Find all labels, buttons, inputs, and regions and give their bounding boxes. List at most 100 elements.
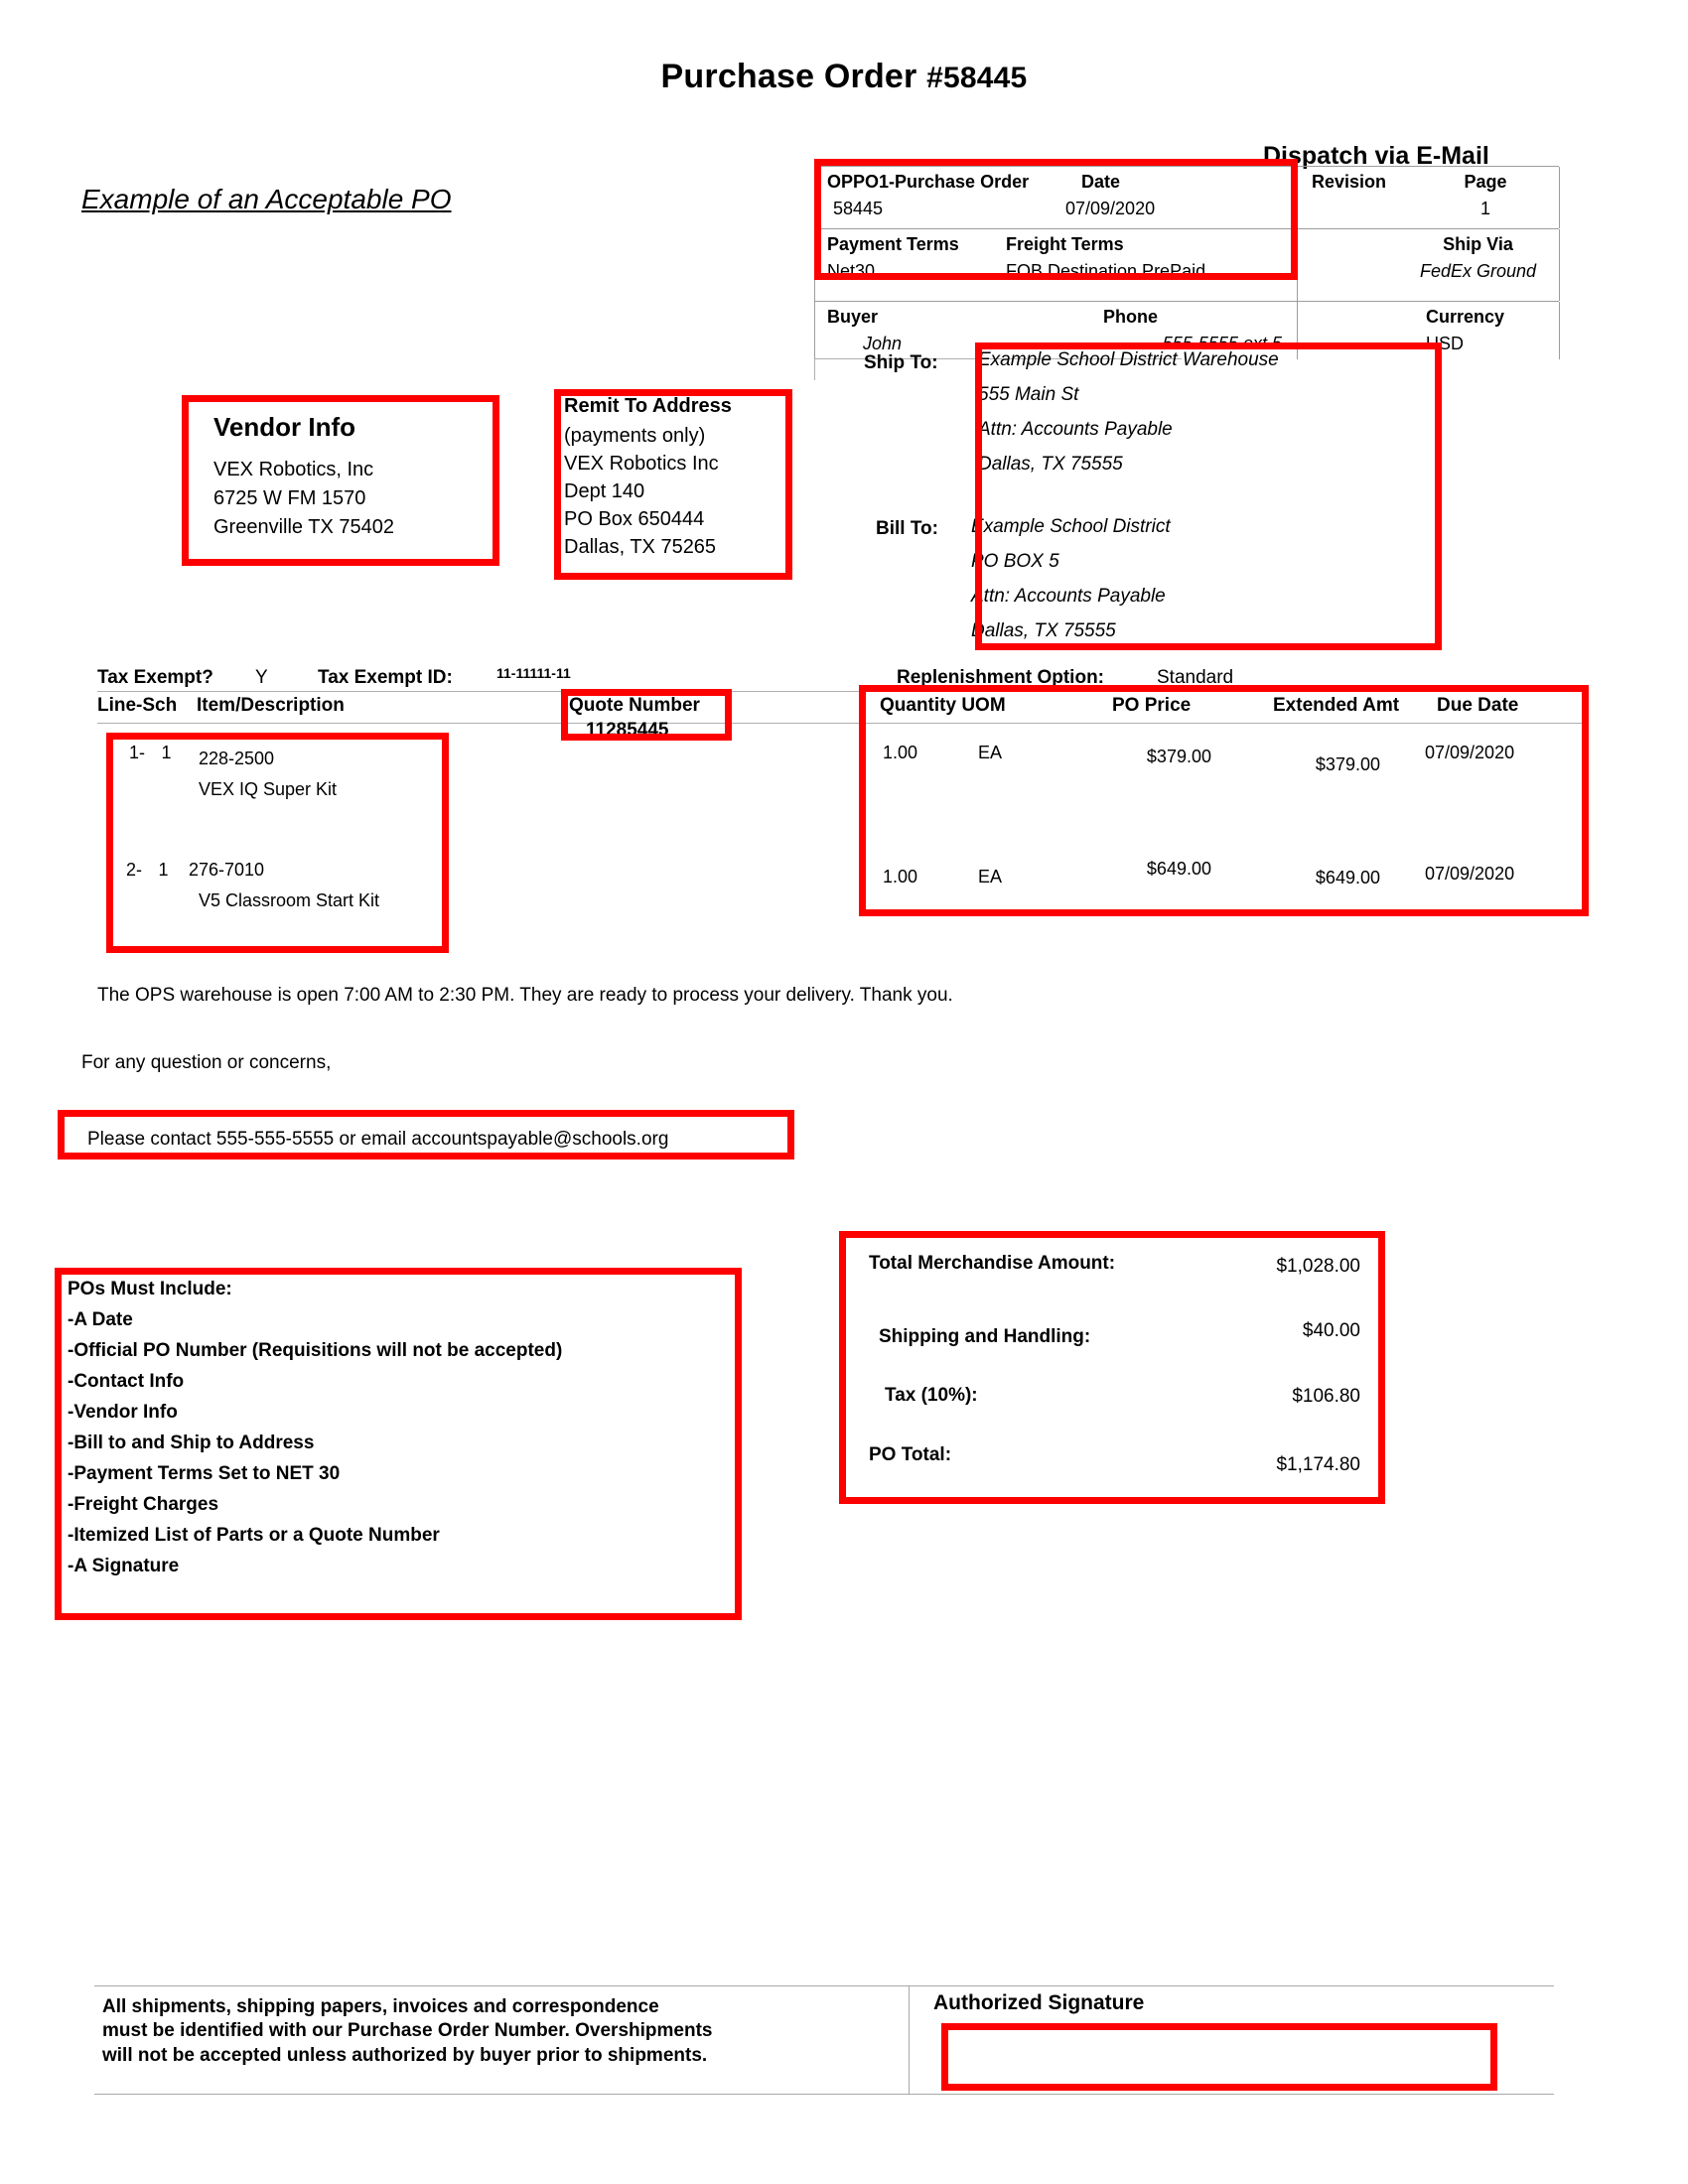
items-table-rule-top <box>97 691 1589 692</box>
revision-label: Revision <box>1312 172 1387 192</box>
tax-amount-value: $106.80 <box>1292 1386 1360 1407</box>
po-total-value: $1,174.80 <box>1276 1454 1360 1475</box>
ship-to-line-3: Attn: Accounts Payable <box>978 419 1173 440</box>
tax-exempt-value: Y <box>255 667 268 688</box>
items-table-rule-bottom <box>97 723 1589 724</box>
po-total-label: PO Total: <box>869 1444 952 1465</box>
shipping-handling-label: Shipping and Handling: <box>879 1326 1091 1347</box>
column-header-po-price: PO Price <box>1112 695 1192 716</box>
list-item: -Itemized List of Parts or a Quote Numbe… <box>68 1525 440 1546</box>
footer-bar <box>94 1985 1554 2095</box>
vendor-info-title: Vendor Info <box>213 412 355 442</box>
bill-to-line-4: Dallas, TX 75555 <box>971 620 1116 641</box>
warehouse-note: The OPS warehouse is open 7:00 AM to 2:3… <box>97 985 953 1006</box>
item-number: 276-7010 <box>189 860 265 880</box>
line-number: 1- <box>129 743 146 762</box>
page-title: Purchase Order #58445 <box>0 58 1688 96</box>
item-extended-amt: $379.00 <box>1315 754 1380 774</box>
column-header-due-date: Due Date <box>1437 695 1519 716</box>
footer-terms-line-2: must be identified with our Purchase Ord… <box>102 2020 713 2042</box>
item-uom: EA <box>978 867 1003 887</box>
tax-exempt-label: Tax Exempt? <box>97 667 213 688</box>
quote-number-label: Quote Number <box>569 695 700 716</box>
tax-exempt-id-label: Tax Exempt ID: <box>318 667 453 688</box>
po-number-value: 58445 <box>833 199 884 218</box>
header-divider-2 <box>1559 167 1560 228</box>
list-item: -A Date <box>68 1309 133 1330</box>
footer-divider <box>909 1986 910 2094</box>
remit-line-1: (payments only) <box>564 425 706 447</box>
phone-label: Phone <box>1103 307 1159 327</box>
header-divider-5 <box>1297 302 1298 359</box>
quote-number-value: 11285445 <box>586 720 669 741</box>
ship-via-value: FedEx Ground <box>1419 261 1537 281</box>
freight-terms-label: Freight Terms <box>1006 234 1124 254</box>
tax-exempt-id-value: 11-11111-11 <box>496 665 571 681</box>
currency-value: USD <box>1426 334 1465 353</box>
list-item: -Payment Terms Set to NET 30 <box>68 1463 341 1484</box>
currency-label: Currency <box>1426 307 1505 327</box>
item-po-price: $379.00 <box>1146 747 1211 766</box>
line-number: 2- <box>126 860 143 880</box>
item-description: V5 Classroom Start Kit <box>199 890 380 910</box>
item-quantity: 1.00 <box>883 743 918 762</box>
freight-terms-value: FOB Destination PrePaid <box>1006 261 1206 281</box>
item-due-date: 07/09/2020 <box>1425 743 1515 762</box>
buyer-value: John <box>863 334 903 353</box>
contact-note: Please contact 555-555-5555 or email acc… <box>87 1129 669 1150</box>
header-row-po: OPPO1-Purchase Order 58445 Date 07/09/20… <box>815 167 1560 229</box>
pos-must-include-block: POs Must Include: -A Date -Official PO N… <box>68 1279 562 1577</box>
bill-to-address: Example School District PO BOX 5 Attn: A… <box>971 516 1171 642</box>
footer-terms: All shipments, shipping papers, invoices… <box>102 1995 797 2068</box>
replenishment-label: Replenishment Option: <box>897 667 1104 688</box>
remit-to-title: Remit To Address <box>564 395 732 417</box>
item-due-date: 07/09/2020 <box>1425 864 1515 884</box>
remit-line-5: Dallas, TX 75265 <box>564 536 717 558</box>
table-row: 1- 1 <box>129 743 171 763</box>
bill-to-line-2: PO BOX 5 <box>971 551 1059 572</box>
list-item: -A Signature <box>68 1556 180 1576</box>
column-header-item-description: Item/Description <box>197 695 345 716</box>
date-value: 07/09/2020 <box>1065 199 1156 218</box>
remit-line-2: VEX Robotics Inc <box>564 453 719 475</box>
list-item: -Official PO Number (Requisitions will n… <box>68 1340 563 1361</box>
ship-via-label: Ship Via <box>1443 234 1513 254</box>
header-divider-3 <box>1297 229 1298 301</box>
page-title-text: Purchase Order <box>660 58 917 95</box>
sch-number: 1 <box>158 860 169 880</box>
payment-terms-label: Payment Terms <box>827 234 959 254</box>
page-label: Page <box>1464 172 1507 192</box>
acceptable-po-annotation: Example of an Acceptable PO <box>81 184 452 214</box>
vendor-line-1: VEX Robotics, Inc <box>213 459 374 480</box>
page-title-hash: # <box>926 62 944 94</box>
authorized-signature-field[interactable] <box>943 2027 1499 2085</box>
total-merchandise-label: Total Merchandise Amount: <box>869 1253 1116 1274</box>
item-quantity: 1.00 <box>883 867 918 887</box>
list-item: -Vendor Info <box>68 1402 178 1423</box>
page-title-number: 58445 <box>943 62 1028 94</box>
buyer-row-tick <box>814 358 815 380</box>
bill-to-line-3: Attn: Accounts Payable <box>971 586 1166 607</box>
item-extended-amt: $649.00 <box>1315 868 1380 887</box>
page-value: 1 <box>1479 199 1490 218</box>
header-divider-6 <box>1559 302 1560 359</box>
item-number: 228-2500 <box>199 749 275 768</box>
shipping-handling-value: $40.00 <box>1302 1320 1360 1341</box>
header-divider-4 <box>1559 229 1560 301</box>
footer-terms-line-3: will not be accepted unless authorized b… <box>102 2044 708 2066</box>
header-row-terms: Payment Terms Net30 Freight Terms FOB De… <box>815 229 1560 302</box>
ship-to-address: Example School District Warehouse 555 Ma… <box>978 349 1279 476</box>
must-include-title: POs Must Include: <box>68 1279 232 1299</box>
list-item: -Bill to and Ship to Address <box>68 1433 315 1453</box>
ship-to-line-4: Dallas, TX 75555 <box>978 454 1123 475</box>
dispatch-label: Dispatch via E-Mail <box>1263 142 1489 170</box>
buyer-label: Buyer <box>827 307 879 327</box>
tax-amount-label: Tax (10%): <box>885 1385 978 1406</box>
vendor-line-2: 6725 W FM 1570 <box>213 487 366 509</box>
item-uom: EA <box>978 743 1003 762</box>
po-number-label: OPPO1-Purchase Order <box>827 172 1030 192</box>
column-header-extended-amt: Extended Amt <box>1273 695 1400 716</box>
table-row: 2- 1 <box>126 860 168 881</box>
ship-to-line-1: Example School District Warehouse <box>978 349 1279 370</box>
